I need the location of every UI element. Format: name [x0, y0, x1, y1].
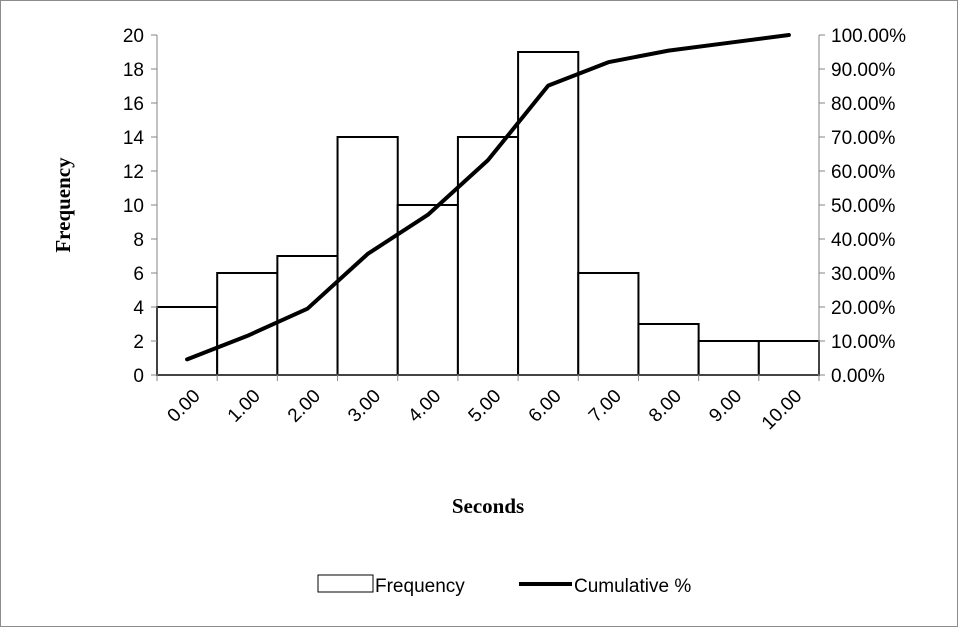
x-tick-label: 4.00	[404, 386, 445, 427]
y-tick-label: 4	[133, 298, 144, 319]
x-tick-label: 6.00	[525, 386, 566, 427]
bars-layer	[156, 51, 820, 376]
legend: Frequency Cumulative %	[317, 574, 691, 597]
bar	[216, 272, 279, 376]
y-tick-label: 14	[123, 128, 145, 149]
y2-tick-label: 10.00%	[831, 332, 896, 353]
axes-layer	[151, 34, 825, 381]
x-tick-label: 9.00	[705, 386, 746, 427]
legend-frequency-swatch	[317, 574, 374, 593]
y-tick-label: 0	[133, 366, 144, 387]
y2-tick-label: 100.00%	[831, 26, 906, 47]
y-tick-label: 2	[133, 332, 144, 353]
legend-frequency-label: Frequency	[375, 576, 465, 597]
x-tick-label: 5.00	[465, 386, 506, 427]
x-tick-label: 8.00	[645, 386, 686, 427]
x-tick-label: 1.00	[224, 386, 265, 427]
y2-tick-label: 70.00%	[831, 128, 896, 149]
x-tick-label: 7.00	[585, 386, 626, 427]
cumulative-line	[185, 33, 791, 362]
y-tick-label: 10	[123, 196, 144, 217]
bar	[156, 306, 219, 376]
cumulative-line-layer	[185, 33, 791, 362]
y2-tick-label: 60.00%	[831, 162, 896, 183]
x-tick-label: 0.00	[164, 386, 205, 427]
y-tick-label: 20	[123, 26, 144, 47]
bar	[637, 323, 700, 376]
bar	[757, 340, 820, 376]
x-axis-title: Seconds	[452, 494, 524, 518]
y-tick-label: 18	[123, 60, 144, 81]
x-tick-label: 2.00	[284, 386, 325, 427]
y2-tick-label: 20.00%	[831, 298, 896, 319]
y-tick-label: 6	[133, 264, 144, 285]
y2-tick-label: 0.00%	[831, 366, 885, 387]
x-tick-label: 10.00	[758, 386, 806, 434]
bar	[577, 272, 640, 376]
bar	[697, 340, 760, 376]
y2-tick-label: 90.00%	[831, 60, 896, 81]
y-tick-label: 12	[123, 162, 144, 183]
legend-cumulative-label: Cumulative %	[574, 576, 691, 597]
y-tick-label: 8	[133, 230, 144, 251]
y2-tick-label: 50.00%	[831, 196, 896, 217]
bar	[276, 255, 339, 376]
y-tick-label: 16	[123, 94, 144, 115]
y2-tick-label: 40.00%	[831, 230, 896, 251]
bar	[517, 51, 580, 376]
x-tick-label: 3.00	[344, 386, 385, 427]
y2-tick-label: 30.00%	[831, 264, 896, 285]
bar	[456, 136, 520, 376]
y-axis-title: Frequency	[51, 157, 75, 253]
y2-tick-label: 80.00%	[831, 94, 896, 115]
